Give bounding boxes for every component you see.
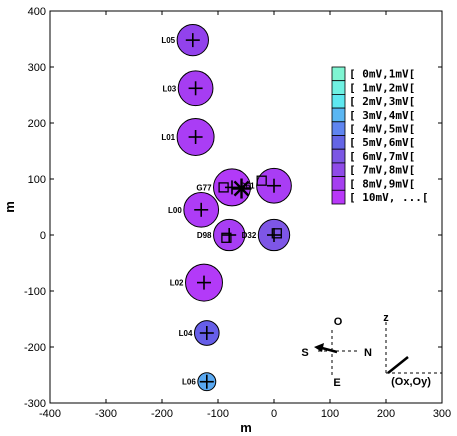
legend-label: [ 7mV,8mV[	[349, 164, 415, 177]
plot-area: L05 L03 L01 G77 D61 L00 D98 D32 L02 L04 L06	[161, 23, 292, 392]
y-tick-label: -200	[24, 342, 46, 354]
x-tick-label: 100	[321, 408, 339, 420]
y-tick-label: 300	[28, 62, 46, 74]
legend-swatch	[331, 176, 346, 191]
y-tick-label: 0	[40, 230, 46, 242]
electrode-square	[256, 175, 267, 186]
legend-swatch	[331, 189, 346, 205]
electrode-square	[221, 232, 232, 243]
x-tick-label: 0	[271, 408, 277, 420]
legend-swatch	[331, 66, 346, 82]
station-label: D98	[197, 231, 212, 240]
legend-swatch	[331, 121, 346, 136]
station-label: L03	[162, 84, 176, 93]
axis-ticks: -400 -300 -200 -100 0 100 200 300-300-200-10001…	[24, 6, 451, 420]
compass-label-o: O	[334, 316, 343, 328]
legend-swatch	[331, 94, 346, 109]
station-label: G77	[196, 183, 212, 192]
legend-swatch	[331, 80, 346, 95]
legend: [ 0mV,1mV[[ 1mV,2mV[[ 2mV,3mV[[ 3mV,4mV[…	[331, 66, 428, 205]
compass-label-e: E	[333, 377, 340, 389]
legend-label: [ 1mV,2mV[	[349, 81, 415, 94]
y-tick-label: -100	[24, 286, 46, 298]
compass-arrowhead	[314, 343, 324, 352]
compass-arrow	[321, 346, 338, 354]
station-label: L04	[179, 329, 193, 338]
legend-label: [ 2mV,3mV[	[349, 95, 415, 108]
station-label: L06	[182, 378, 196, 387]
y-tick-label: 400	[28, 6, 46, 18]
legend-label: [ 8mV,9mV[	[349, 177, 415, 190]
legend-swatch	[331, 162, 346, 177]
legend-swatch	[331, 148, 346, 164]
y-axis-title: m	[2, 201, 17, 213]
x-tick-label: 300	[433, 408, 451, 420]
station-label: L01	[161, 133, 175, 142]
y-tick-label: -300	[24, 398, 46, 410]
compass-label-s: S	[301, 347, 308, 359]
dip-line	[387, 356, 409, 374]
source-star	[233, 180, 250, 197]
station-label: D32	[242, 231, 257, 240]
y-tick-label: 200	[28, 118, 46, 130]
legend-label: [ 0mV,1mV[	[349, 68, 415, 81]
electrode-square	[271, 228, 282, 239]
legend-label: [ 10mV, ...[	[349, 191, 428, 204]
x-tick-label: -200	[151, 408, 173, 420]
station-label: L00	[168, 206, 182, 215]
x-tick-label: 200	[377, 408, 395, 420]
legend-label: [ 5mV,6mV[	[349, 136, 415, 149]
compass-label-origin: (Ox,Oy)	[391, 376, 431, 388]
station-label: L05	[161, 36, 175, 45]
compass-label-n: N	[364, 347, 372, 359]
compass-label-z: z	[383, 312, 389, 324]
x-tick-label: -100	[207, 408, 229, 420]
x-tick-label: -300	[95, 408, 117, 420]
y-tick-label: 100	[28, 174, 46, 186]
legend-label: [ 3mV,4mV[	[349, 109, 415, 122]
x-tick-label: -400	[39, 408, 61, 420]
legend-swatch	[331, 107, 346, 123]
legend-label: [ 4mV,5mV[	[349, 123, 415, 136]
axes-frame	[49, 10, 443, 404]
station-label: L02	[170, 279, 184, 288]
x-axis-title: m	[240, 420, 252, 435]
station-label: D61	[240, 182, 255, 191]
legend-label: [ 6mV,7mV[	[349, 150, 415, 163]
legend-swatch	[331, 135, 346, 150]
compass-diagram: O S N E z (Ox,Oy)	[301, 312, 442, 389]
electrode-square	[218, 182, 229, 193]
